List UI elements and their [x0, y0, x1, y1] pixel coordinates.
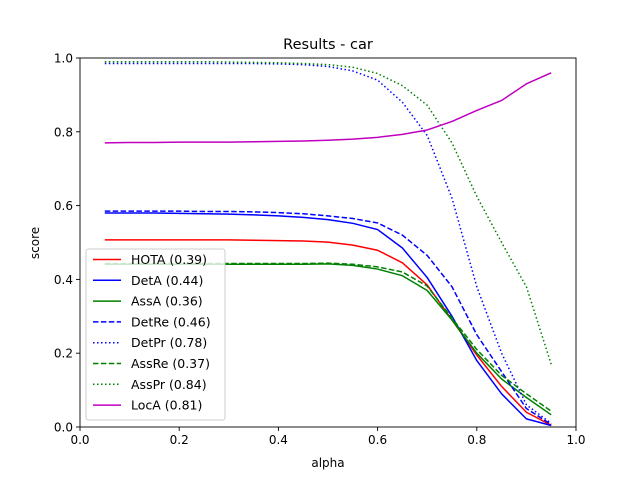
x-tick-label: 0.2 [170, 433, 189, 447]
legend-label-1: DetA (0.44) [131, 273, 203, 288]
y-tick-label: 0.8 [54, 125, 73, 139]
x-tick-label: 0.8 [467, 433, 486, 447]
series-line-4 [104, 62, 552, 424]
legend-label-5: AssRe (0.37) [131, 356, 210, 371]
x-tick-label: 0.6 [368, 433, 387, 447]
x-tick-label: 0.0 [70, 433, 89, 447]
y-axis-title: score [28, 227, 42, 259]
axes-frame [79, 57, 577, 428]
series-line-6 [104, 60, 552, 365]
x-axis-title: alpha [311, 456, 344, 470]
series-line-3 [104, 210, 552, 426]
series-line-0 [104, 239, 552, 426]
legend-label-7: LocA (0.81) [131, 398, 202, 413]
y-tick-label: 0.2 [54, 347, 73, 361]
legend-label-4: DetPr (0.78) [131, 335, 207, 350]
legend-label-3: DetRe (0.46) [131, 314, 211, 329]
series-line-7 [104, 72, 552, 144]
legend-label-2: AssA (0.36) [131, 294, 203, 309]
legend-box [85, 248, 226, 421]
legend: HOTA (0.39) DetA (0.44) AssA (0.36) DetRe (… [85, 248, 226, 421]
chart-title: Results - car [283, 37, 373, 53]
y-tick-label: 0.0 [54, 421, 73, 435]
legend-label-0: HOTA (0.39) [131, 252, 207, 267]
y-tick-label: 1.0 [54, 52, 73, 66]
x-tick-label: 0.4 [269, 433, 288, 447]
series-line-1 [104, 212, 552, 427]
legend-label-6: AssPr (0.84) [131, 377, 207, 392]
x-tick-label: 1.0 [566, 433, 585, 447]
y-tick-label: 0.6 [54, 199, 73, 213]
y-tick-label: 0.4 [54, 273, 73, 287]
